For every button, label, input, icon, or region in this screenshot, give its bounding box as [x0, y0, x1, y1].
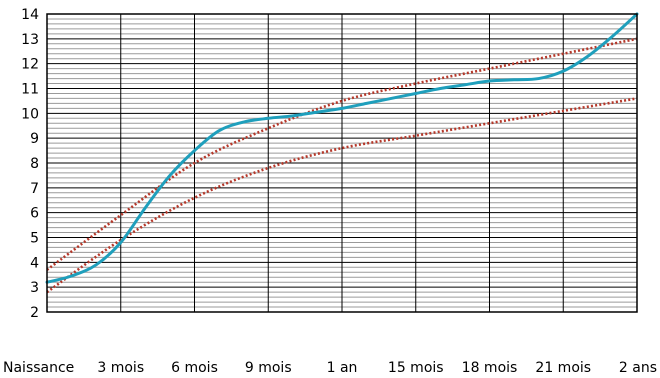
measurement-line [45, 12, 639, 284]
y-tick-label: 5 [30, 231, 39, 247]
y-axis-ticks: 2 3 4 5 6 7 8 9 10 11 12 13 14 [21, 7, 39, 321]
y-tick-label: 11 [21, 82, 39, 98]
y-tick-label: 9 [30, 131, 39, 147]
x-tick-label: 9 mois [245, 360, 292, 376]
y-tick-label: 12 [21, 57, 39, 73]
y-tick-label: 4 [30, 255, 39, 271]
x-tick-label: 15 mois [388, 360, 444, 376]
reference-upper-line [46, 37, 638, 271]
y-tick-label: 2 [30, 305, 39, 321]
x-tick-label: 6 mois [171, 360, 218, 376]
x-tick-label: Naissance [3, 360, 74, 376]
x-tick-label: 2 ans [619, 360, 657, 376]
y-tick-label: 3 [30, 280, 39, 296]
x-tick-label: 21 mois [535, 360, 591, 376]
y-tick-label: 10 [21, 106, 39, 122]
y-tick-label: 14 [21, 7, 39, 23]
x-axis-ticks: Naissance 3 mois 6 mois 9 mois 1 an 15 mois 18… [3, 360, 657, 376]
series-layer [45, 12, 639, 294]
plot-frame [46, 13, 638, 313]
x-tick-label: 18 mois [462, 360, 518, 376]
y-tick-label: 6 [30, 206, 39, 222]
x-tick-label: 3 mois [97, 360, 144, 376]
y-tick-label: 8 [30, 156, 39, 172]
y-tick-label: 7 [30, 181, 39, 197]
reference-lower-line [46, 97, 638, 294]
x-tick-label: 1 an [327, 360, 358, 376]
y-tick-label: 13 [21, 32, 39, 48]
